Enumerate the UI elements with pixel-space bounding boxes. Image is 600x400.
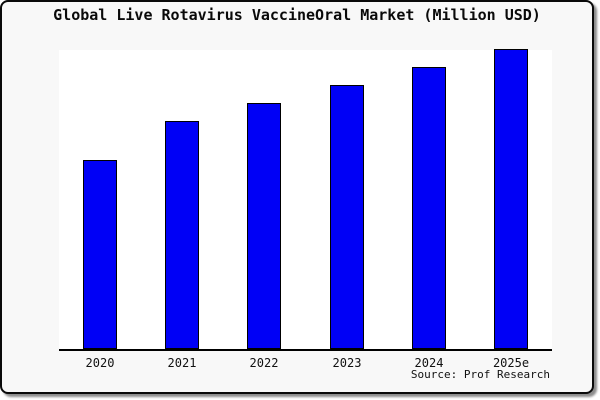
chart-card: Global Live Rotavirus VaccineOral Market… [0, 0, 594, 394]
x-tick-label-2021: 2021 [167, 356, 197, 370]
x-tick-label-2022: 2022 [249, 356, 279, 370]
bar-2021 [165, 121, 199, 349]
bar-2020 [83, 160, 117, 349]
chart-title: Global Live Rotavirus VaccineOral Market… [53, 6, 541, 24]
bar-2024 [412, 67, 446, 349]
x-tick-label-2020: 2020 [85, 356, 115, 370]
source-label: Source: Prof Research [410, 368, 550, 381]
x-tick-label-2024: 2024 [414, 356, 444, 370]
plot-area [59, 49, 552, 351]
bar-2025e [494, 49, 528, 349]
x-tick-label-2023: 2023 [332, 356, 362, 370]
bar-2023 [330, 85, 364, 349]
bar-2022 [247, 103, 281, 349]
x-tick-label-2025e: 2025e [492, 356, 530, 370]
